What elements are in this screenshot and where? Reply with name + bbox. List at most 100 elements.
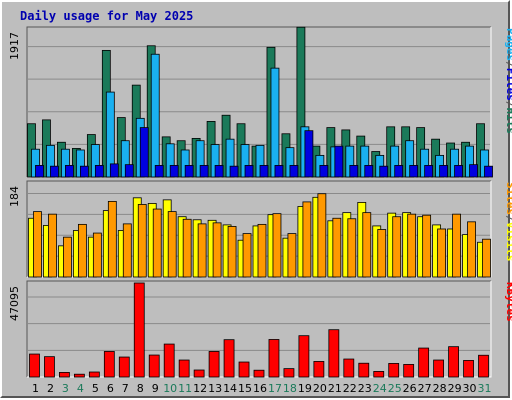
- x-axis-label-day-8: 8: [137, 382, 144, 395]
- bar-kbytes-day-21: [328, 329, 340, 378]
- bar-pages-day-28: [439, 165, 449, 178]
- bar-pages-day-12: [199, 165, 209, 178]
- x-axis-label-day-13: 13: [208, 382, 222, 395]
- legend-kbytes: KBytes: [504, 282, 512, 322]
- bar-pages-day-9: [154, 165, 164, 178]
- bar-sites-day-28: [437, 228, 447, 278]
- x-axis-label-day-29: 29: [448, 382, 462, 395]
- legend: Pages/Files/Hits: [504, 28, 512, 134]
- x-axis-label-day-18: 18: [283, 382, 297, 395]
- bar-sites-day-25: [392, 216, 402, 278]
- bar-pages-day-16: [259, 165, 269, 178]
- bar-pages-day-29: [454, 165, 463, 178]
- bar-kbytes-day-15: [238, 361, 250, 378]
- plot-border-dark: [26, 26, 491, 177]
- bar-pages-day-11: [184, 165, 194, 178]
- bar-pages-day-4: [79, 165, 89, 178]
- x-axis-label-day-4: 4: [77, 382, 84, 395]
- bar-kbytes-day-22: [343, 358, 355, 378]
- bar-kbytes-day-19: [298, 335, 310, 378]
- bar-sites-day-3: [63, 236, 72, 278]
- x-axis-label-day-2: 2: [47, 382, 54, 395]
- bar-pages-day-22: [349, 165, 359, 178]
- legend-sites: Sites: [504, 182, 512, 215]
- bar-sites-day-26: [407, 213, 417, 278]
- bar-pages-day-14: [229, 165, 239, 178]
- bar-pages-day-17: [274, 165, 284, 178]
- bar-pages-day-20: [319, 165, 329, 178]
- bar-sites-day-10: [167, 211, 177, 278]
- bar-pages-day-23: [364, 165, 374, 178]
- bar-kbytes-day-12: [193, 369, 205, 378]
- legend-separator: /: [504, 215, 512, 222]
- plot-border-dark: [26, 280, 491, 377]
- bar-pages-day-31: [484, 165, 493, 178]
- bar-kbytes-day-18: [283, 368, 295, 378]
- bar-sites-day-2: [48, 213, 57, 278]
- bar-pages-day-21: [334, 145, 344, 178]
- x-axis-label-day-19: 19: [298, 382, 312, 395]
- plot-border-dark: [26, 180, 491, 277]
- x-axis-label-day-28: 28: [433, 382, 447, 395]
- y-axis-max-label: 47095: [8, 286, 21, 321]
- bar-sites-day-7: [122, 223, 132, 278]
- bar-sites-day-16: [257, 223, 267, 278]
- bar-sites-day-4: [77, 223, 87, 278]
- bar-kbytes-day-5: [88, 371, 100, 378]
- bar-kbytes-day-2: [44, 356, 55, 378]
- bar-kbytes-day-16: [253, 369, 265, 378]
- bar-pages-day-15: [244, 165, 254, 178]
- bar-sites-day-18: [287, 233, 297, 278]
- x-axis-label-day-27: 27: [418, 382, 432, 395]
- x-axis-label-day-16: 16: [253, 382, 267, 395]
- bar-sites-day-9: [152, 208, 162, 278]
- x-axis-label-day-11: 11: [178, 382, 192, 395]
- bar-sites-day-29: [452, 213, 461, 278]
- chart-panel-3: 47095 KBytes: [8, 280, 512, 378]
- x-axis-label-day-20: 20: [313, 382, 327, 395]
- bar-sites-day-30: [467, 221, 476, 278]
- x-axis-label-day-30: 30: [463, 382, 477, 395]
- bar-kbytes-day-4: [73, 373, 85, 378]
- bar-pages-day-13: [214, 165, 224, 178]
- x-axis-label-day-21: 21: [328, 382, 342, 395]
- x-axis-label-day-6: 6: [107, 382, 114, 395]
- bar-kbytes-day-14: [223, 339, 235, 378]
- bar-kbytes-day-31: [478, 354, 489, 378]
- legend: KBytes: [504, 282, 512, 322]
- bar-files-day-9: [150, 53, 160, 178]
- x-axis-label-day-22: 22: [343, 382, 357, 395]
- bar-sites-day-22: [347, 218, 357, 278]
- bar-kbytes-day-8: [133, 282, 145, 378]
- bar-sites-day-5: [92, 232, 102, 278]
- x-axis-label-day-17: 17: [268, 382, 282, 395]
- x-axis-label-day-26: 26: [403, 382, 417, 395]
- bar-pages-day-7: [124, 164, 134, 178]
- bar-pages-day-26: [409, 165, 419, 178]
- bar-pages-day-3: [65, 165, 74, 178]
- bar-sites-day-13: [212, 222, 222, 278]
- bar-kbytes-day-26: [403, 364, 415, 378]
- bar-kbytes-day-30: [463, 360, 474, 378]
- chart-title: Daily usage for May 2025: [20, 9, 194, 23]
- bar-kbytes-day-23: [358, 362, 370, 378]
- bar-sites-day-23: [362, 212, 372, 278]
- legend-visits: Visits: [504, 222, 512, 262]
- legend-separator: /: [504, 61, 512, 68]
- bar-pages-day-30: [469, 164, 478, 178]
- legend: Sites/Visits: [504, 182, 512, 262]
- legend-files: Files: [504, 68, 512, 101]
- bar-pages-day-25: [394, 165, 404, 178]
- bar-pages-day-8: [139, 127, 149, 178]
- bar-sites-day-17: [272, 213, 282, 278]
- bar-sites-day-1: [33, 211, 42, 278]
- bar-sites-day-8: [137, 204, 147, 278]
- x-axis-label-day-7: 7: [122, 382, 129, 395]
- bar-pages-day-6: [109, 163, 119, 178]
- bar-files-day-17: [270, 67, 280, 178]
- x-axis-label-day-23: 23: [358, 382, 372, 395]
- bar-kbytes-day-29: [448, 346, 459, 378]
- bar-kbytes-day-9: [148, 354, 160, 378]
